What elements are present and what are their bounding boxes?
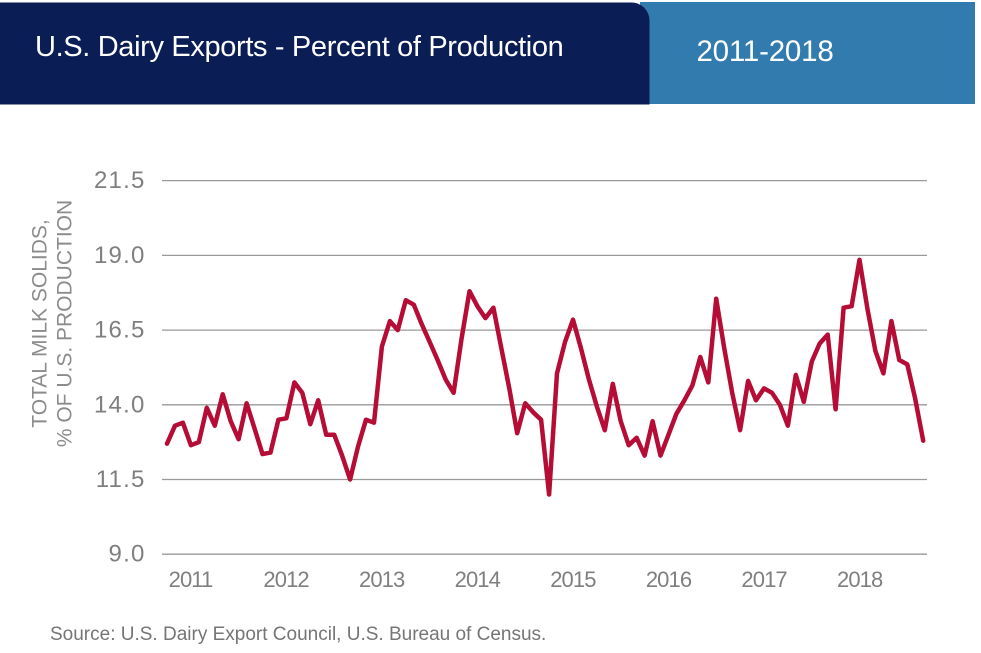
svg-text:2014: 2014 bbox=[455, 567, 501, 592]
svg-text:2011-2018: 2011-2018 bbox=[696, 35, 833, 68]
svg-text:2015: 2015 bbox=[550, 567, 596, 592]
svg-text:2012: 2012 bbox=[263, 567, 309, 592]
svg-text:14.0: 14.0 bbox=[94, 391, 146, 418]
svg-text:% OF U.S. PRODUCTION: % OF U.S. PRODUCTION bbox=[53, 200, 76, 447]
svg-text:2013: 2013 bbox=[359, 567, 405, 592]
svg-text:U.S. Dairy Exports - Percent o: U.S. Dairy Exports - Percent of Producti… bbox=[35, 31, 563, 63]
svg-text:16.5: 16.5 bbox=[94, 317, 146, 344]
svg-text:2018: 2018 bbox=[837, 567, 883, 592]
svg-text:2016: 2016 bbox=[646, 567, 692, 592]
svg-text:Source: U.S. Dairy Export Coun: Source: U.S. Dairy Export Council, U.S. … bbox=[50, 624, 546, 645]
svg-text:19.0: 19.0 bbox=[94, 242, 146, 269]
svg-text:11.5: 11.5 bbox=[96, 466, 146, 493]
svg-text:2011: 2011 bbox=[169, 567, 213, 592]
svg-text:2017: 2017 bbox=[741, 567, 787, 592]
svg-text:21.5: 21.5 bbox=[94, 167, 146, 194]
svg-text:TOTAL MILK SOLIDS,: TOTAL MILK SOLIDS, bbox=[28, 219, 51, 428]
svg-text:9.0: 9.0 bbox=[109, 541, 146, 568]
